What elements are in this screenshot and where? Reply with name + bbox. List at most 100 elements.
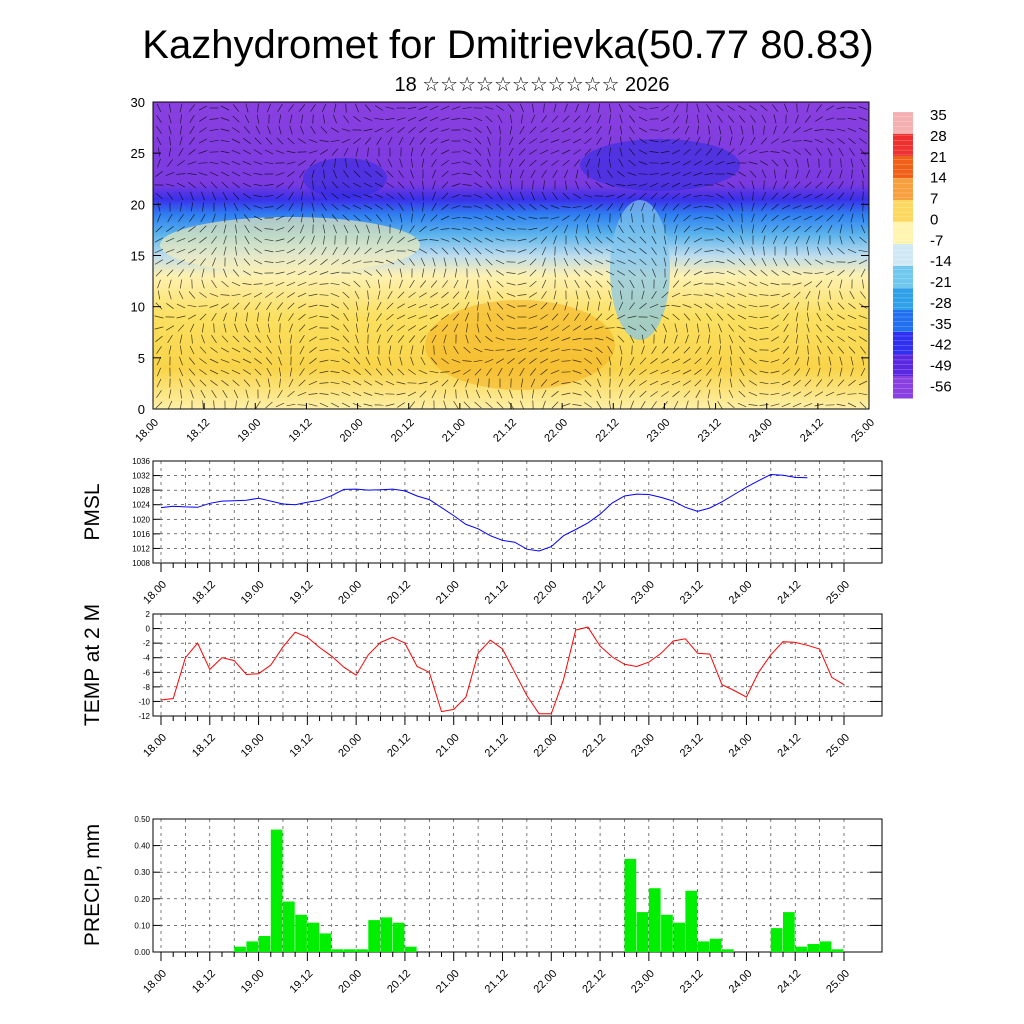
wind-barb [583, 325, 593, 331]
wind-barb [212, 213, 216, 223]
wind-barb [410, 169, 414, 179]
wind-barb [760, 104, 768, 112]
wind-barb [408, 369, 416, 375]
wind-barb [496, 280, 504, 288]
precip-bar [770, 928, 783, 952]
wind-barb [826, 324, 834, 332]
wind-barb [330, 303, 340, 309]
wind-barb [562, 115, 570, 123]
wind-barb [737, 303, 747, 309]
x-tick-label: 19.12 [288, 732, 316, 760]
wind-barb [319, 140, 329, 142]
wind-barb [430, 247, 438, 255]
wind-barb [748, 326, 758, 330]
wind-barb [803, 127, 813, 133]
x-tick-label: 20.12 [385, 732, 413, 760]
y-tick-label: 1020 [132, 515, 150, 524]
wind-barb [762, 235, 766, 245]
wind-barb [209, 358, 219, 364]
wind-barb [155, 171, 163, 177]
wind-barb [353, 247, 361, 255]
wind-barb [223, 246, 227, 256]
precip-bar [661, 914, 673, 952]
wind-barb [761, 224, 767, 234]
wind-barb [475, 258, 481, 266]
y-tick-label: 1032 [132, 472, 150, 481]
wind-barb [541, 170, 547, 178]
wind-barb [749, 369, 757, 375]
wind-barb [628, 193, 636, 199]
precip-bar [356, 949, 368, 952]
x-tick-label: 23.12 [696, 417, 724, 445]
wind-barb [663, 334, 667, 344]
colorbar-swatch [893, 200, 913, 223]
wind-barb [630, 400, 635, 409]
wind-barb [826, 214, 834, 222]
y-tick-label: 30 [131, 95, 145, 110]
wind-barb [761, 257, 767, 267]
wind-barb [235, 246, 237, 256]
wind-barb [319, 271, 329, 275]
wind-barb [638, 127, 648, 133]
wind-barb [201, 279, 205, 289]
wind-barb [781, 292, 791, 298]
wind-barb [609, 378, 611, 388]
wind-barb [638, 173, 648, 175]
wind-barb [748, 315, 758, 319]
wind-barb [783, 323, 789, 333]
wind-barb [518, 357, 526, 365]
wind-barb [529, 269, 537, 277]
wind-barb [168, 389, 172, 399]
wind-barb [410, 356, 414, 366]
wind-barb [386, 170, 394, 178]
y-axis-label: TEMP at 2 M [81, 604, 104, 726]
wind-barb [804, 181, 812, 189]
wind-barb [639, 380, 647, 386]
wind-barb [619, 136, 623, 146]
wind-barb [441, 358, 449, 364]
wind-barb [850, 367, 854, 377]
wind-barb [837, 192, 845, 200]
wind-barb [542, 257, 546, 267]
wind-barb [235, 224, 237, 234]
wind-barb [826, 335, 834, 343]
wind-barb [308, 150, 318, 154]
wind-barb [554, 268, 556, 278]
wind-barb [430, 357, 438, 365]
colorbar-label: -21 [930, 274, 952, 291]
wind-barb [397, 181, 405, 189]
chart-subtitle: 18 ☆☆☆☆☆☆☆☆☆☆☆ 2026 [394, 74, 669, 96]
wind-barb [837, 302, 845, 310]
wind-barb [451, 370, 461, 374]
wind-barb [323, 169, 325, 179]
wind-barb [562, 159, 570, 167]
wind-barb [550, 205, 560, 209]
wind-barb [741, 202, 743, 212]
wind-barb [574, 247, 580, 255]
wind-barb [443, 257, 447, 267]
wind-barb [366, 224, 370, 234]
wind-barb [275, 281, 285, 287]
wind-barb [342, 335, 350, 343]
wind-barb [441, 379, 449, 387]
wind-barb [804, 258, 812, 266]
wind-barb [232, 104, 240, 112]
wind-barb [353, 214, 361, 222]
wind-barb [388, 356, 392, 366]
wind-barb [529, 368, 537, 376]
wind-barb [209, 139, 219, 143]
wind-barb [748, 304, 758, 308]
x-tick-label: 19.12 [287, 417, 315, 445]
wind-barb [232, 182, 240, 188]
wind-barb [220, 117, 230, 121]
wind-barb [629, 137, 635, 145]
wind-barb [551, 401, 559, 409]
wind-barb [674, 323, 678, 333]
wind-barb [550, 139, 560, 143]
wind-barb [232, 335, 240, 343]
y-tick-label: 0.40 [134, 842, 150, 851]
wind-barb [575, 103, 579, 113]
wind-barb [847, 402, 857, 408]
wind-barb [806, 103, 810, 113]
wind-barb [154, 259, 164, 265]
